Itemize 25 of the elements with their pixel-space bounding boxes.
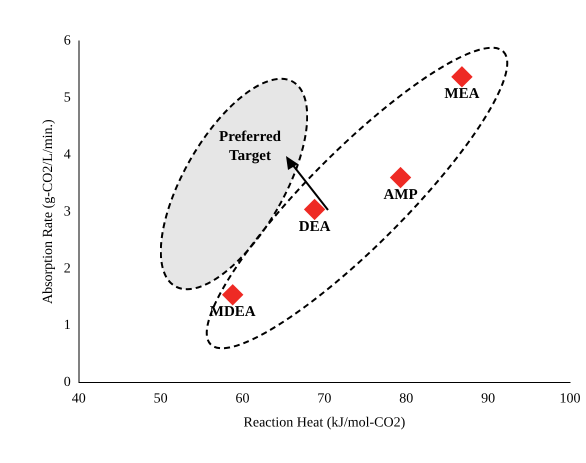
point: [304, 198, 326, 220]
point: [222, 284, 244, 306]
y-tick-label: 1: [64, 318, 71, 334]
point: [451, 66, 472, 88]
y-tick-label: 0: [64, 375, 71, 390]
x-tick-label: 80: [399, 391, 414, 406]
x-tick-label: 60: [236, 391, 250, 406]
y-axis-title: Absorption Rate (g-CO2/L/min.): [41, 119, 56, 304]
y-tick-label: 5: [64, 90, 71, 106]
y-tick-label: 6: [64, 34, 71, 49]
annotation: AMP: [383, 186, 418, 203]
y-tick-label: 2: [64, 261, 71, 276]
annotation: DEA: [298, 218, 331, 235]
x-tick-label: 50: [154, 391, 168, 406]
annotation: MEA: [444, 86, 480, 102]
point: [390, 167, 412, 188]
y-tick-label: 4: [64, 147, 71, 162]
x-tick-label: 100: [560, 391, 580, 406]
y-tick-label: 3: [64, 204, 71, 220]
x-tick-label: 40: [72, 391, 86, 406]
x-axis-title: Reaction Heat (kJ/mol-CO2): [244, 415, 406, 430]
x-tick-label: 70: [317, 391, 332, 406]
x-tick-label: 90: [481, 391, 496, 406]
annotation: MDEA: [210, 304, 256, 320]
annotation: Preferred Target: [218, 128, 282, 166]
